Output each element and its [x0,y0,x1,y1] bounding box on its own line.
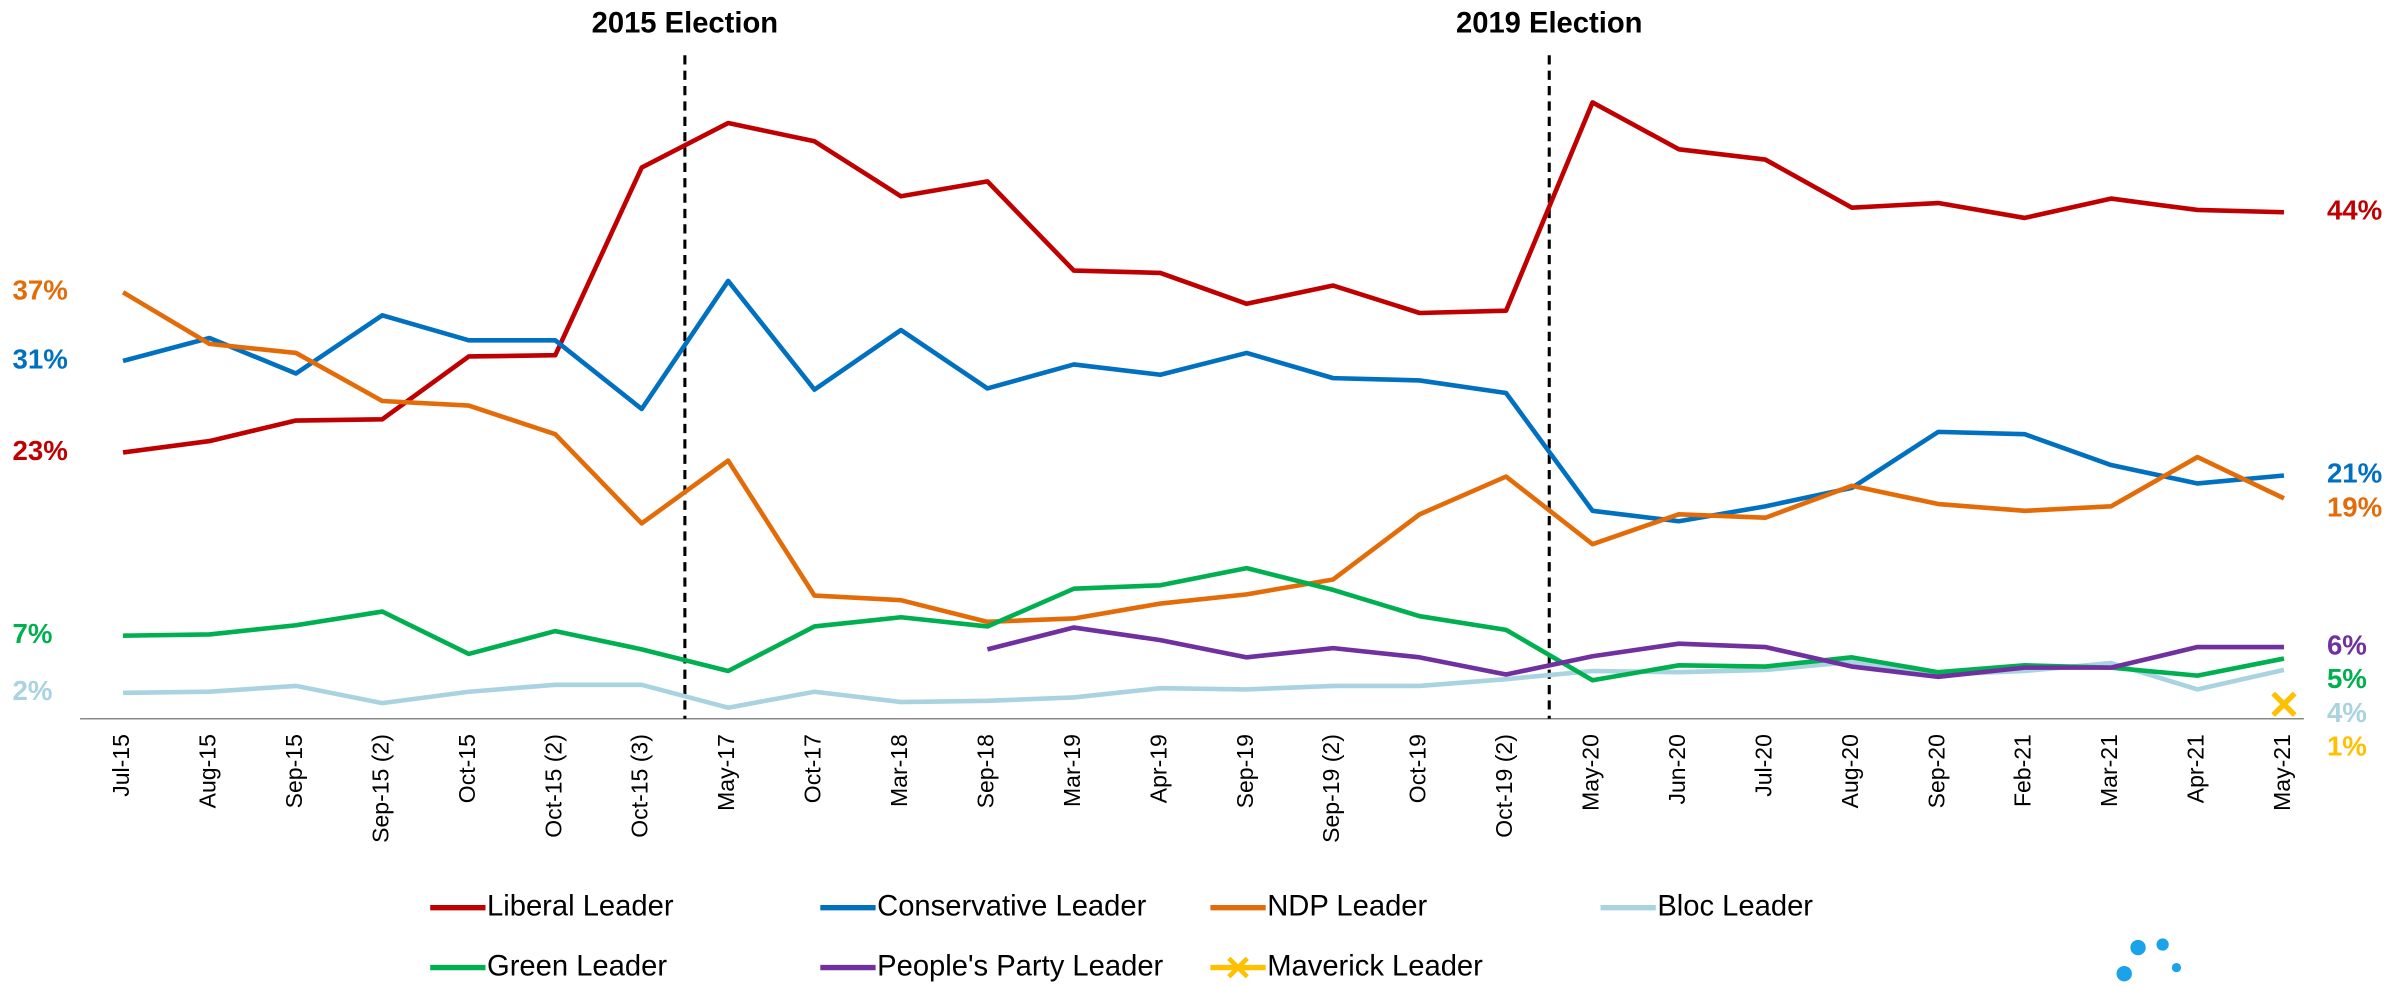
value-label: 31% [12,343,67,374]
x-tick-label: Oct-15 (3) [627,734,653,838]
legend-marker [1227,956,1249,979]
x-tick-label: Aug-15 [195,734,221,808]
value-label: 1% [2327,731,2367,762]
x-tick-label: Sep-15 (2) [367,734,393,843]
x-tick-label: Aug-20 [1837,734,1863,808]
x-tick-label: May-20 [1578,734,1604,811]
x-tick-label: Mar-21 [2096,734,2122,807]
legend-label: People's Party Leader [877,950,1163,982]
annotation: 2019 Election [1456,7,1642,39]
series-line [123,565,2285,683]
x-tick-label: Mar-18 [886,734,912,807]
x-tick-label: Apr-19 [1145,734,1171,803]
legend-label: Maverick Leader [1267,950,1483,982]
x-tick-label: Jul-15 [108,734,134,797]
legend-label: Conservative Leader [877,890,1146,922]
value-label: 44% [2327,195,2382,226]
series-line [121,290,2285,625]
x-tick-label: Sep-15 [281,734,307,808]
series-line [123,659,2285,711]
value-label: 23% [12,435,67,466]
x-tick-label: Oct-15 (2) [540,734,566,838]
legend-label: Liberal Leader [487,890,674,922]
x-tick-label: Sep-19 (2) [1318,734,1344,843]
annotation: 2015 Election [592,7,778,39]
x-tick-label: Oct-17 [800,734,826,803]
series-line [122,278,2285,524]
x-tick-label: Feb-21 [2010,734,2036,807]
value-label: 4% [2327,697,2367,728]
x-tick-label: Sep-19 [1232,734,1258,808]
point-marker [2271,691,2297,717]
logo [2116,938,2182,982]
value-label: 5% [2327,663,2367,694]
legend-label: Bloc Leader [1657,890,1813,922]
value-label: 7% [12,618,52,649]
series-line [986,625,2284,680]
x-tick-label: May-21 [2269,734,2295,811]
legend-label: NDP Leader [1267,890,1427,922]
x-tick-label: Jul-20 [1750,734,1776,797]
series-line [122,100,2285,455]
x-tick-label: Sep-20 [1923,734,1949,808]
x-tick-label: Jun-20 [1664,734,1690,804]
x-tick-label: Mar-19 [1059,734,1085,807]
value-label: 2% [12,675,52,706]
value-label: 6% [2327,629,2367,660]
x-tick-label: May-17 [713,734,739,811]
value-label: 19% [2327,491,2382,522]
value-label: 21% [2327,458,2382,489]
x-tick-label: Apr-21 [2183,734,2209,803]
x-tick-label: Sep-18 [972,734,998,808]
x-tick-label: Oct-19 (2) [1491,734,1517,838]
x-tick-label: Oct-19 [1405,734,1431,803]
x-tick-label: Oct-15 [454,734,480,803]
legend-label: Green Leader [487,950,667,982]
value-label: 37% [12,275,67,306]
